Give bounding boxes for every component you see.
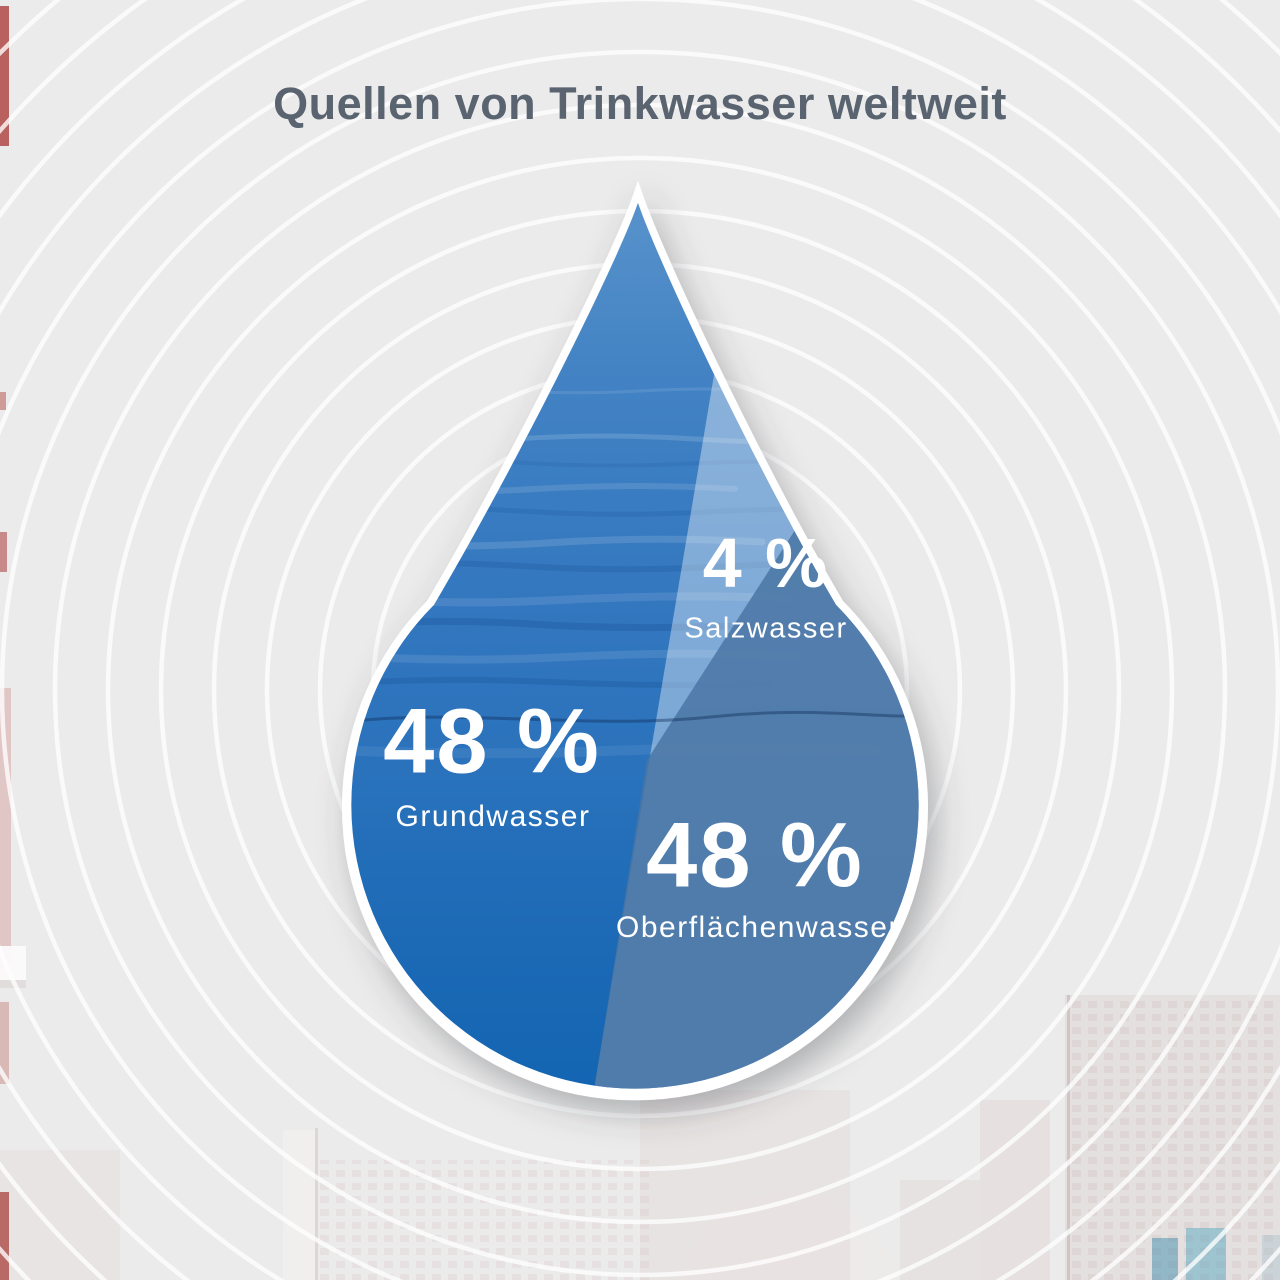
background-photo-hints — [0, 6, 1280, 1280]
segment-label-oberflaechenwasser: Oberflächenwasser — [616, 911, 900, 944]
segment-oberflaechenwasser-fill — [592, 440, 919, 1089]
horizon-wave-line — [351, 710, 919, 724]
segment-label-grundwasser: Grundwasser — [395, 800, 591, 833]
page-title: Quellen von Trinkwasser weltweit — [273, 78, 1007, 129]
segment-label-salzwasser: Salzwasser — [684, 612, 848, 645]
segment-value-oberflaechenwasser: 48 % — [646, 804, 864, 907]
segment-value-grundwasser: 48 % — [383, 690, 601, 793]
segment-value-salzwasser: 4 % — [702, 524, 830, 602]
